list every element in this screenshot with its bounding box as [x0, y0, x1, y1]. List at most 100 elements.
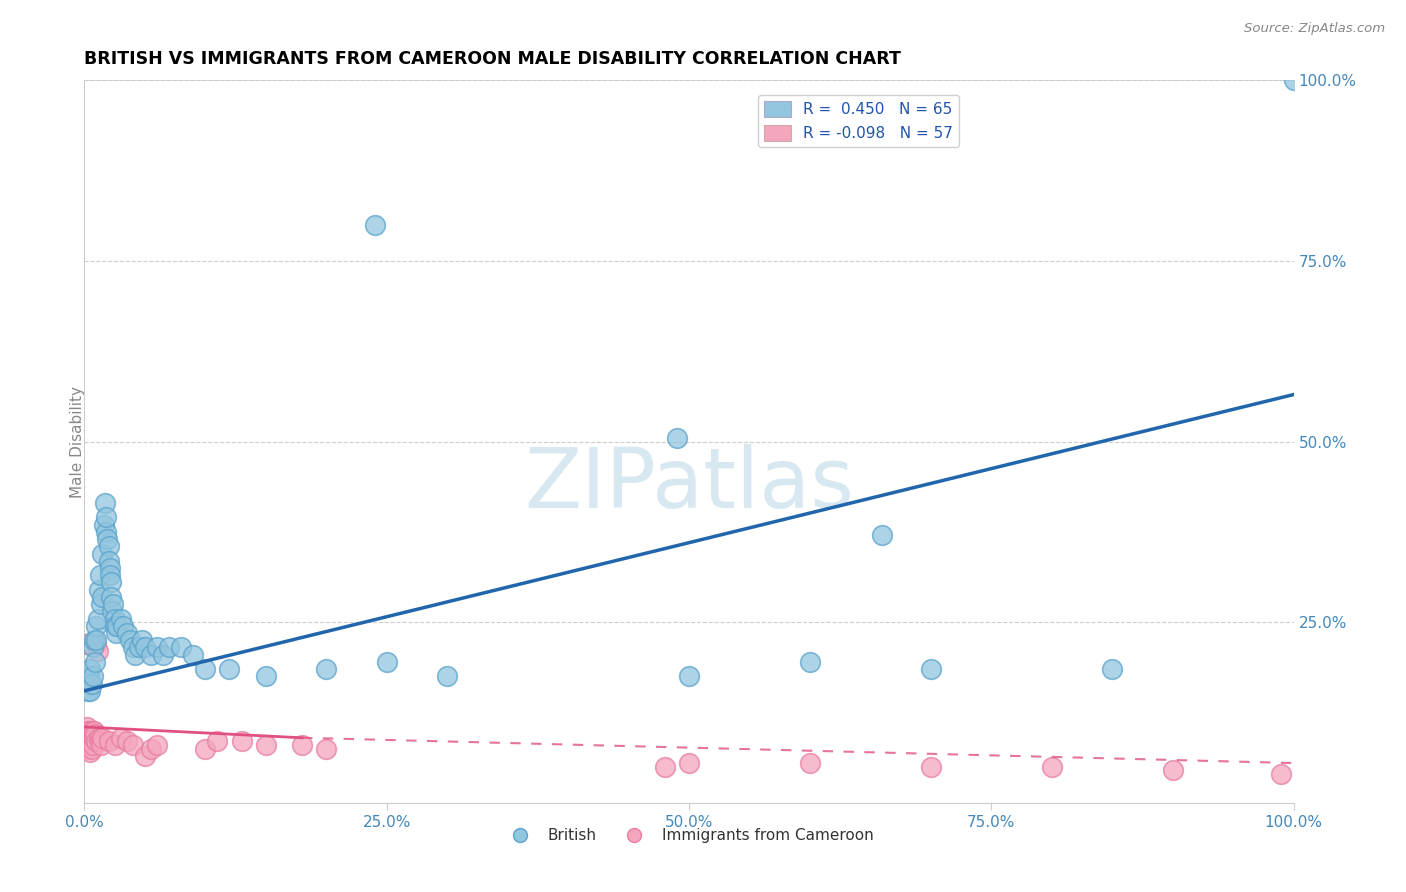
- Point: [90, 597, 112, 611]
- Point: [207, 734, 229, 748]
- Point: [799, 756, 821, 770]
- Point: [86, 611, 108, 625]
- Point: [121, 738, 143, 752]
- Point: [83, 633, 105, 648]
- Point: [77, 723, 100, 738]
- Point: [97, 539, 120, 553]
- Point: [87, 731, 110, 745]
- Point: [82, 731, 104, 745]
- Point: [218, 662, 240, 676]
- Point: [89, 568, 111, 582]
- Point: [112, 619, 135, 633]
- Point: [94, 510, 117, 524]
- Point: [96, 532, 118, 546]
- Point: [77, 734, 100, 748]
- Point: [83, 723, 105, 738]
- Point: [1270, 767, 1292, 781]
- Point: [89, 734, 111, 748]
- Point: [86, 637, 108, 651]
- Point: [91, 547, 114, 561]
- Point: [104, 738, 127, 752]
- Point: [120, 633, 142, 648]
- Point: [115, 626, 138, 640]
- Point: [77, 731, 100, 745]
- Point: [436, 669, 458, 683]
- Legend: British, Immigrants from Cameroon: British, Immigrants from Cameroon: [498, 822, 880, 849]
- Point: [82, 723, 104, 738]
- Text: BRITISH VS IMMIGRANTS FROM CAMEROON MALE DISABILITY CORRELATION CHART: BRITISH VS IMMIGRANTS FROM CAMEROON MALE…: [84, 50, 901, 68]
- Point: [79, 731, 101, 745]
- Point: [146, 640, 169, 655]
- Point: [115, 734, 138, 748]
- Point: [315, 741, 337, 756]
- Point: [100, 575, 122, 590]
- Point: [79, 723, 101, 738]
- Point: [79, 745, 101, 759]
- Point: [91, 590, 114, 604]
- Point: [152, 648, 174, 662]
- Point: [79, 683, 101, 698]
- Point: [98, 568, 121, 582]
- Point: [375, 655, 398, 669]
- Point: [79, 738, 101, 752]
- Point: [131, 633, 153, 648]
- Point: [82, 640, 104, 655]
- Point: [231, 734, 253, 748]
- Point: [77, 727, 100, 741]
- Point: [110, 611, 132, 625]
- Point: [134, 748, 156, 763]
- Point: [103, 597, 125, 611]
- Point: [104, 626, 127, 640]
- Point: [291, 738, 314, 752]
- Point: [254, 738, 277, 752]
- Point: [87, 582, 110, 597]
- Point: [678, 669, 700, 683]
- Point: [121, 640, 143, 655]
- Point: [139, 648, 162, 662]
- Point: [128, 640, 150, 655]
- Point: [665, 431, 688, 445]
- Point: [97, 554, 120, 568]
- Point: [86, 644, 108, 658]
- Point: [1161, 764, 1184, 778]
- Point: [86, 633, 108, 648]
- Point: [82, 669, 104, 683]
- Point: [363, 218, 385, 232]
- Point: [104, 611, 127, 625]
- Point: [94, 524, 117, 539]
- Point: [77, 669, 100, 683]
- Point: [110, 731, 132, 745]
- Point: [98, 561, 121, 575]
- Point: [93, 517, 115, 532]
- Point: [76, 731, 98, 745]
- Point: [170, 640, 193, 655]
- Point: [86, 734, 108, 748]
- Point: [124, 648, 146, 662]
- Point: [920, 760, 942, 774]
- Point: [1101, 662, 1123, 676]
- Point: [139, 741, 162, 756]
- Point: [80, 741, 103, 756]
- Point: [799, 655, 821, 669]
- Point: [80, 734, 103, 748]
- Point: [86, 619, 108, 633]
- Point: [83, 731, 105, 745]
- Point: [77, 738, 100, 752]
- Point: [94, 496, 117, 510]
- Point: [315, 662, 337, 676]
- Point: [101, 604, 124, 618]
- Point: [134, 640, 156, 655]
- Point: [872, 528, 894, 542]
- Point: [80, 727, 103, 741]
- Point: [146, 738, 169, 752]
- Point: [1040, 760, 1063, 774]
- Point: [920, 662, 942, 676]
- Point: [76, 676, 98, 690]
- Y-axis label: Male Disability: Male Disability: [70, 385, 84, 498]
- Point: [91, 731, 114, 745]
- Point: [84, 727, 107, 741]
- Point: [181, 648, 204, 662]
- Text: Source: ZipAtlas.com: Source: ZipAtlas.com: [1244, 22, 1385, 36]
- Point: [100, 590, 122, 604]
- Point: [105, 619, 128, 633]
